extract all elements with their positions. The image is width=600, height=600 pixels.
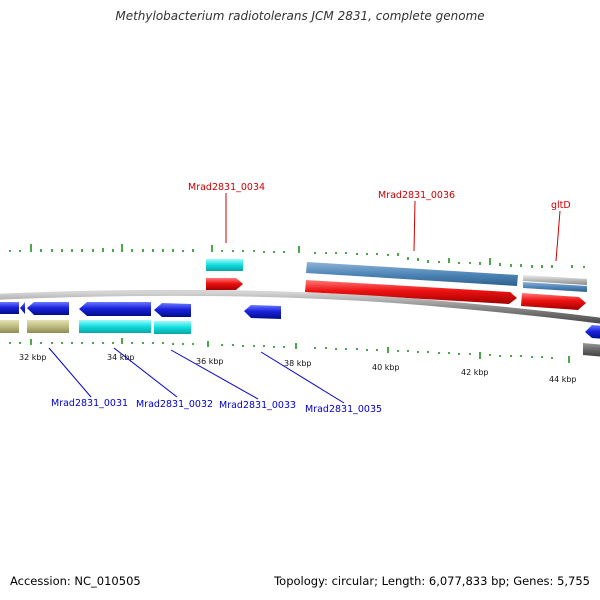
gene-reverse-blue-0031[interactable] — [79, 302, 151, 316]
gene-reverse-blue-a[interactable] — [0, 302, 19, 314]
gene-pseudo-khaki-b[interactable] — [27, 320, 69, 333]
scale-label-40: 40 kbp — [372, 363, 400, 372]
gene-label-mrad2831-0034[interactable]: Mrad2831_0034 — [188, 182, 265, 193]
gene-label-mrad2831-0032[interactable]: Mrad2831_0032 — [136, 399, 213, 410]
gene-forward-red-gltD[interactable] — [521, 293, 586, 310]
reverse-gene-track — [0, 302, 600, 357]
scale-label-38: 38 kbp — [284, 359, 312, 368]
gene-label-mrad2831-0031[interactable]: Mrad2831_0031 — [51, 398, 128, 409]
scale-label-34: 34 kbp — [107, 353, 135, 362]
scale-label-44: 44 kbp — [549, 375, 577, 384]
scale-label-42: 42 kbp — [461, 368, 489, 377]
gc-skew-inner-ticks — [9, 338, 570, 363]
gene-label-mrad2831-0033[interactable]: Mrad2831_0033 — [219, 400, 296, 411]
scale-labels: 32 kbp 34 kbp 36 kbp 38 kbp 40 kbp 42 kb… — [19, 353, 577, 384]
genome-title: Methylobacterium radiotolerans JCM 2831,… — [115, 9, 485, 23]
gene-reverse-blue-edge[interactable] — [585, 325, 600, 339]
gene-reverse-blue-c[interactable] — [27, 302, 69, 315]
gene-other-dark-edge[interactable] — [583, 343, 600, 357]
gene-cds-gltD-steel[interactable] — [523, 282, 587, 292]
gene-cds-steel-0036[interactable] — [306, 262, 518, 286]
gene-label-mrad2831-0036[interactable]: Mrad2831_0036 — [378, 190, 455, 201]
forward-gene-track — [206, 259, 587, 310]
gene-label-mrad2831-0035[interactable]: Mrad2831_0035 — [305, 404, 382, 415]
gc-skew-outer-ticks — [9, 244, 585, 268]
gene-pseudo-khaki-a[interactable] — [0, 320, 19, 333]
gene-cds-gltD-grey[interactable] — [523, 275, 587, 285]
gene-cds-cyan-0032[interactable] — [154, 321, 191, 334]
gene-forward-red-0036[interactable] — [305, 280, 517, 304]
gene-label-gltd[interactable]: gltD — [551, 200, 571, 211]
gene-cds-cyan-0031[interactable] — [79, 320, 151, 333]
gene-forward-red-0034[interactable] — [206, 278, 243, 290]
accession-text: Accession: NC_010505 — [10, 574, 141, 588]
genome-summary-text: Topology: circular; Length: 6,077,833 bp… — [274, 574, 590, 588]
bottom-gene-labels: Mrad2831_0031 Mrad2831_0032 Mrad2831_003… — [48, 347, 382, 415]
scale-label-32: 32 kbp — [19, 353, 47, 362]
gene-reverse-blue-b[interactable] — [20, 302, 25, 314]
scale-label-36: 36 kbp — [196, 357, 224, 366]
gene-cds-cyan-0034[interactable] — [206, 259, 243, 271]
gene-reverse-blue-0035[interactable] — [244, 305, 281, 319]
genome-backbone — [0, 289, 600, 324]
gene-reverse-blue-0032[interactable] — [154, 303, 191, 317]
top-gene-labels: Mrad2831_0034 Mrad2831_0036 gltD — [188, 182, 571, 262]
